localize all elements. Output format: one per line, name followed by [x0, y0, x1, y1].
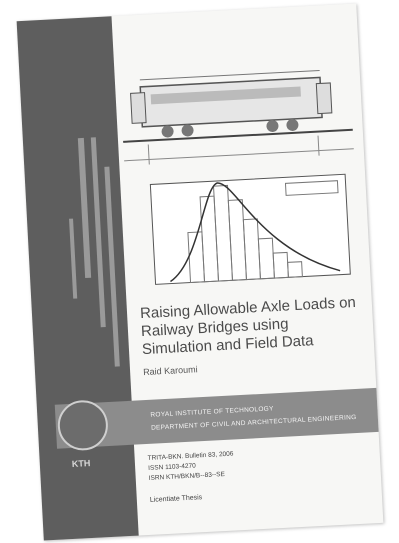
cover-illustration	[119, 54, 366, 296]
title: Raising Allowable Axle Loads on Railway …	[140, 294, 363, 359]
series-line: ISSN 1103-4270	[148, 462, 196, 471]
thesis-type: Licentiate Thesis	[150, 494, 203, 504]
series-line: TRITA-BKN. Bulletin 83, 2006	[148, 451, 234, 462]
page: Raising Allowable Axle Loads on Railway …	[0, 0, 399, 543]
histogram	[150, 174, 350, 284]
author: Raid Karoumi	[143, 364, 198, 377]
book-cover: Raising Allowable Axle Loads on Railway …	[17, 3, 384, 540]
spine-text	[78, 138, 91, 278]
seal-label: KTH	[72, 458, 91, 469]
spine-text	[69, 219, 77, 299]
series-line: ISRN KTH/BKN/B--83--SE	[149, 471, 225, 482]
spine-text	[104, 167, 119, 367]
locomotive	[120, 69, 354, 166]
institution-line: ROYAL INSTITUTE OF TECHNOLOGY	[150, 405, 274, 418]
spine-text	[91, 137, 106, 327]
